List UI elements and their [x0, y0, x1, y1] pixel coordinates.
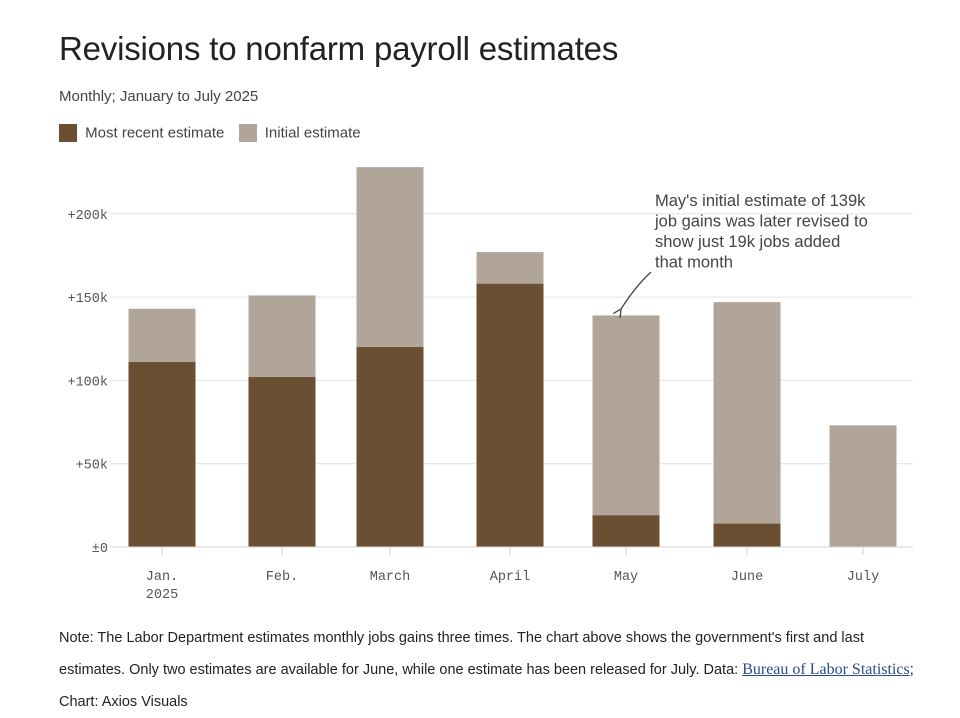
bar-initial-estimate [592, 315, 660, 547]
bars [128, 167, 897, 548]
bar-most-recent-estimate [476, 283, 544, 547]
x-tick-label: July [847, 570, 879, 585]
legend-item-recent: Most recent estimate [59, 124, 225, 143]
annotation-arrow [621, 271, 652, 309]
x-tick-label: March [370, 570, 411, 585]
x-tick-label: Jan. 2025 [146, 570, 178, 603]
bar-initial-estimate [829, 425, 897, 547]
bar-most-recent-estimate [592, 515, 660, 547]
legend-label-recent: Most recent estimate [85, 124, 225, 142]
annotation-line: that month [655, 254, 733, 272]
x-tick-label: May [614, 570, 638, 585]
legend-label-initial: Initial estimate [264, 124, 361, 142]
bar-most-recent-estimate [713, 523, 781, 547]
axes: ±0 +50k +100k +150k +200k Jan. 2025 Feb. March Ap… [67, 209, 913, 603]
y-tick-label: +150k [67, 292, 108, 307]
annotation: May's initial estimate of 139k job gains… [621, 192, 872, 309]
bar-most-recent-estimate [248, 377, 316, 547]
annotation-line: May's initial estimate of 139k [655, 192, 866, 210]
bar-chart: ±0 +50k +100k +150k +200k Jan. 2025 Feb. March Ap… [67, 167, 913, 603]
legend-swatch-initial [238, 124, 257, 143]
chart-legend: Most recent estimate Initial estimate [59, 124, 371, 143]
legend-swatch-recent [59, 124, 77, 143]
x-tick-label: April [490, 570, 531, 585]
y-tick-label: +50k [76, 459, 108, 474]
annotation-text: May's initial estimate of 139k job gains… [654, 192, 872, 272]
x-tick-label: Feb. [266, 570, 298, 585]
note-credit: ; Chart: Axios Visuals [59, 662, 914, 710]
y-tick-label: +200k [67, 209, 108, 224]
bar-most-recent-estimate [128, 362, 196, 547]
annotation-line: show just 19k jobs added [655, 233, 840, 251]
annotation-line: job gains was later revised to [654, 213, 868, 231]
note-text: Note: The Labor Department estimates mon… [59, 630, 864, 678]
source-link[interactable]: Bureau of Labor Statistics [742, 661, 910, 678]
y-tick-label: +100k [67, 375, 108, 390]
x-tick-label: June [731, 570, 763, 585]
chart-title: Revisions to nonfarm payroll estimates [59, 30, 619, 67]
bar-initial-estimate [713, 302, 781, 547]
bar-most-recent-estimate [356, 347, 424, 547]
legend-item-initial: Initial estimate [238, 124, 361, 143]
chart-subtitle: Monthly; January to July 2025 [59, 88, 259, 105]
chart-note: Note: The Labor Department estimates mon… [59, 622, 919, 718]
y-tick-label: ±0 [92, 542, 108, 557]
